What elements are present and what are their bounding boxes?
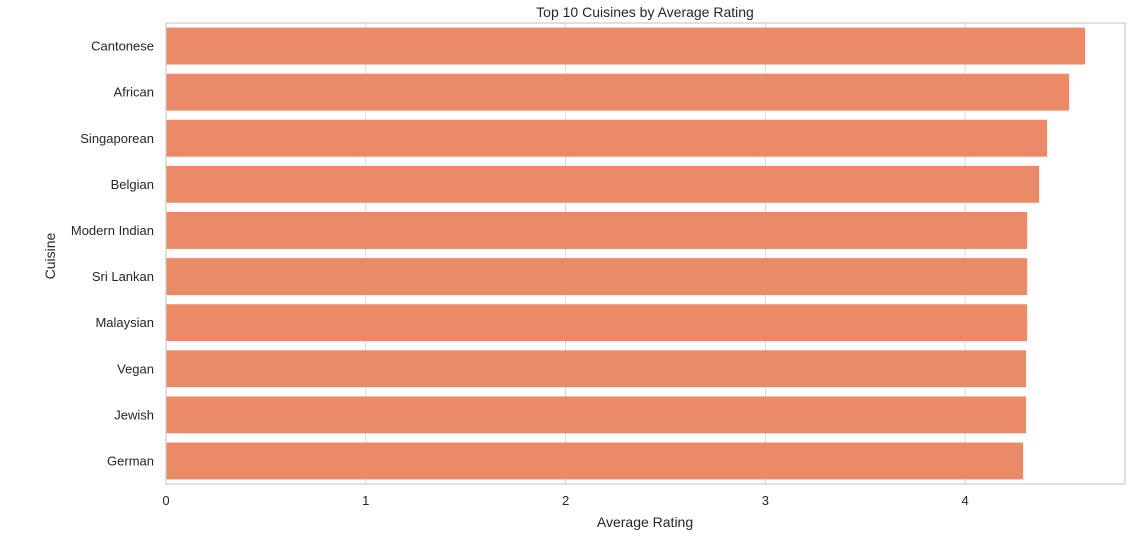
x-axis-label: Average Rating [597,514,693,530]
y-tick-label: Cantonese [91,39,154,54]
x-tick-label: 2 [562,493,569,508]
bar [166,73,1070,111]
chart-title: Top 10 Cuisines by Average Rating [536,4,754,20]
x-tick-label: 1 [362,493,369,508]
x-tick-label: 0 [162,493,169,508]
x-tick-label: 3 [762,493,769,508]
bar [166,27,1086,65]
bar [166,165,1040,203]
bar [166,258,1028,295]
bar [166,119,1048,157]
x-tick-label: 4 [962,493,969,508]
y-tick-label: African [114,85,154,100]
bar [166,350,1027,388]
bar [166,442,1024,480]
y-tick-label: Modern Indian [71,223,154,238]
bar [166,212,1028,249]
bars [166,27,1086,480]
bar [166,304,1028,342]
y-tick-labels: Cantonese African Singaporean Belgian Modern… [71,39,154,469]
x-tick-labels: 0 1 2 3 4 [162,493,968,508]
y-tick-label: Singaporean [80,131,154,146]
y-tick-label: Belgian [111,177,154,192]
bar [166,396,1027,434]
y-tick-label: Vegan [117,361,154,376]
y-tick-label: Sri Lankan [92,269,154,284]
plot-frame [165,22,1126,485]
y-axis-label: Cuisine [42,232,58,279]
y-tick-label: German [107,453,154,468]
y-tick-label: Jewish [114,407,154,422]
y-tick-label: Malaysian [95,315,154,330]
